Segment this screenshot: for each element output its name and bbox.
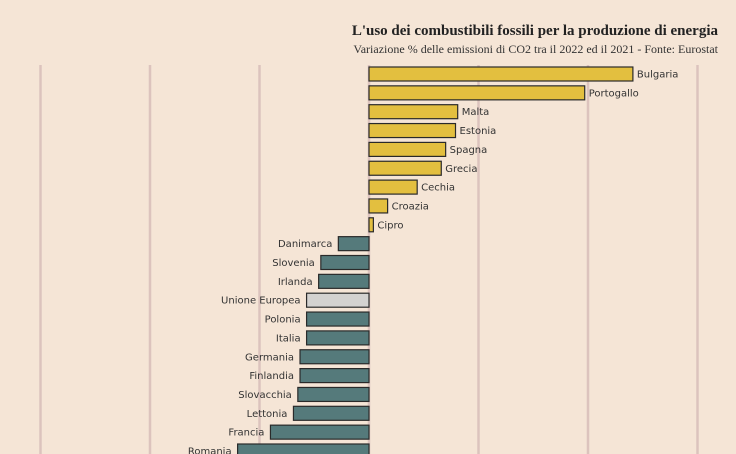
bar-estonia [368, 122, 457, 139]
bar-italia [305, 330, 370, 346]
bar-label: Slovacchia [238, 390, 292, 401]
bar-lettonia [292, 405, 370, 421]
bar-label: Malta [462, 107, 490, 118]
bar-label: Finlandia [249, 371, 294, 382]
bar-bulgaria [368, 66, 634, 82]
bar-label: Italia [276, 333, 301, 344]
bar-label: Irlanda [278, 277, 313, 288]
bar-danimarca [337, 236, 370, 252]
bar-label: Slovenia [272, 258, 315, 269]
bar-irlanda [318, 273, 370, 289]
bar-label: Germania [245, 352, 294, 363]
bar-malta [368, 104, 459, 120]
bar-label: Portogallo [589, 88, 639, 99]
bar-label: Romania [188, 447, 232, 454]
bar-label: Unione Europea [221, 296, 301, 307]
bar-label: Cechia [421, 183, 455, 194]
bar-label: Lettonia [247, 409, 288, 420]
bar-label: Bulgaria [637, 70, 678, 81]
chart-title: L'uso dei combustibili fossili per la pr… [351, 23, 718, 39]
bar-label: Estonia [460, 126, 497, 137]
bar-romania [237, 443, 370, 454]
bar-label: Spagna [450, 145, 488, 156]
bar-cechia [368, 179, 418, 195]
chart-subtitle: Variazione % delle emissioni di CO2 tra … [353, 42, 718, 56]
bar-label: Polonia [265, 315, 301, 326]
bar-polonia [305, 311, 370, 327]
bar-slovacchia [297, 386, 370, 403]
bar-label: Danimarca [278, 239, 332, 250]
bar-grecia [368, 160, 442, 176]
bar-label: Francia [228, 428, 264, 439]
bar-label: Croazia [392, 201, 429, 212]
bar-label: Cipro [377, 220, 403, 231]
bar-slovenia [320, 254, 370, 271]
bar-label: Grecia [445, 164, 477, 175]
bar-finlandia [299, 368, 370, 384]
bar-cipro [368, 217, 374, 233]
bar-francia [269, 424, 370, 440]
bar-portogallo [368, 85, 586, 101]
bar-germania [299, 349, 370, 365]
bar-croazia [368, 198, 389, 214]
bar-spagna [368, 141, 447, 157]
bar-unione-europea [305, 292, 370, 308]
